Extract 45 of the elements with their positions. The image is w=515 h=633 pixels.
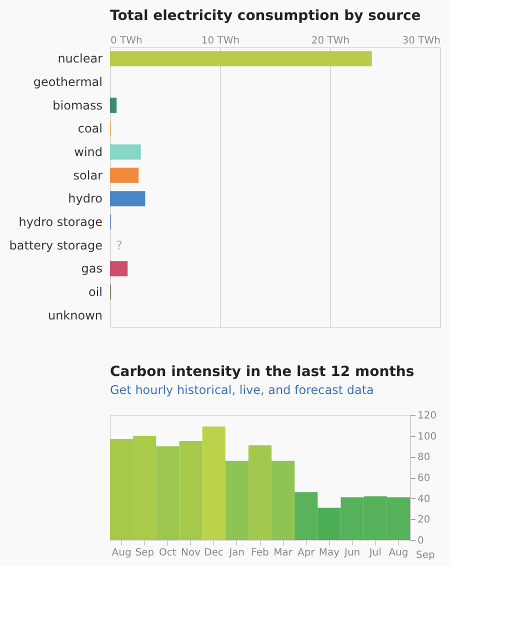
x-tick-label: Jul bbox=[368, 548, 382, 558]
y-tick-label: 0 bbox=[418, 536, 424, 546]
x-tick-label: Mar bbox=[274, 548, 294, 558]
y-tick-label: 120 bbox=[418, 410, 437, 422]
y-tick-label: hydro storage bbox=[18, 215, 102, 229]
chart-title: Carbon intensity in the last 12 months bbox=[110, 364, 414, 380]
x-tick-label: May bbox=[318, 548, 340, 558]
y-tick-label: biomass bbox=[52, 98, 102, 112]
x-tick-label: 0 TWh bbox=[110, 36, 142, 46]
y-tick-label: solar bbox=[73, 168, 103, 182]
bar bbox=[294, 492, 318, 540]
x-tick-label: Feb bbox=[251, 548, 269, 558]
y-tick-label: 40 bbox=[418, 494, 430, 505]
x-tick-label: Sep bbox=[135, 548, 154, 558]
y-tick-label: nuclear bbox=[58, 52, 103, 66]
x-tick-label: Apr bbox=[298, 548, 316, 558]
chart-subtitle: Get hourly historical, live, and forecast data bbox=[110, 383, 374, 397]
y-tick-label: wind bbox=[74, 145, 102, 159]
x-tick-label: Jun bbox=[343, 548, 360, 558]
y-tick-label: coal bbox=[78, 122, 102, 136]
y-tick-label: 20 bbox=[418, 514, 430, 526]
bar bbox=[202, 426, 226, 540]
x-tick-label: Aug bbox=[112, 548, 132, 558]
y-tick-label: oil bbox=[88, 285, 102, 299]
y-tick-label: geothermal bbox=[33, 75, 102, 89]
x-tick-label: Dec bbox=[204, 548, 224, 558]
bar bbox=[272, 460, 295, 540]
x-tick-label: 30 TWh bbox=[402, 36, 440, 46]
bar bbox=[248, 445, 272, 540]
y-tick-label: hydro bbox=[68, 192, 102, 206]
y-tick-label: 80 bbox=[418, 452, 430, 464]
bar bbox=[225, 460, 248, 540]
y-tick-label: gas bbox=[81, 262, 102, 276]
chart-title: Total electricity consumption by source bbox=[110, 8, 421, 24]
x-tick-label: Aug bbox=[388, 548, 408, 558]
x-tick-label: Oct bbox=[159, 548, 176, 558]
y-tick-label: 60 bbox=[418, 473, 430, 484]
y-tick-label: 100 bbox=[418, 431, 437, 442]
x-tick-label: 20 TWh bbox=[311, 36, 350, 46]
x-tick-label: Jan bbox=[228, 548, 245, 558]
x-tick-label: Nov bbox=[181, 548, 201, 558]
annotation: ? bbox=[116, 238, 122, 252]
x-tick-label: 10 TWh bbox=[201, 36, 240, 46]
y-tick-label: battery storage bbox=[9, 238, 102, 252]
y-tick-label: unknown bbox=[48, 308, 102, 322]
